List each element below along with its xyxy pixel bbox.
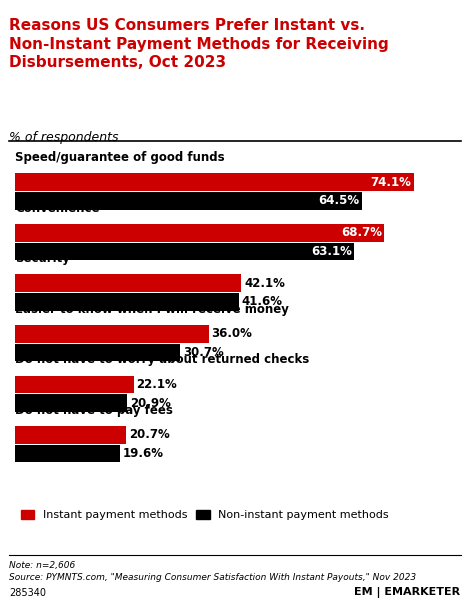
Text: 19.6%: 19.6% <box>123 447 164 460</box>
Bar <box>15 192 362 209</box>
Text: 41.6%: 41.6% <box>242 296 282 308</box>
Text: 30.7%: 30.7% <box>183 346 224 359</box>
Text: 64.5%: 64.5% <box>318 194 359 208</box>
Text: 74.1%: 74.1% <box>370 175 411 189</box>
Text: Speed/guarantee of good funds: Speed/guarantee of good funds <box>15 151 225 164</box>
Text: 63.1%: 63.1% <box>311 245 352 258</box>
Bar <box>15 344 180 361</box>
Bar <box>15 394 127 412</box>
Bar <box>15 174 414 191</box>
Text: Convenience: Convenience <box>15 202 100 215</box>
Legend: Instant payment methods, Non-instant payment methods: Instant payment methods, Non-instant pay… <box>21 509 389 520</box>
Text: 20.7%: 20.7% <box>129 429 170 441</box>
Bar <box>15 224 384 242</box>
Text: 20.9%: 20.9% <box>130 396 171 410</box>
Bar <box>15 293 239 311</box>
Bar <box>15 445 120 463</box>
Text: Do not have to pay fees: Do not have to pay fees <box>15 404 173 417</box>
Text: EM | EMARKETER: EM | EMARKETER <box>354 587 461 598</box>
Text: 285340: 285340 <box>9 588 47 598</box>
Bar <box>15 325 209 342</box>
Text: Reasons US Consumers Prefer Instant vs.
Non-Instant Payment Methods for Receivin: Reasons US Consumers Prefer Instant vs. … <box>9 18 389 70</box>
Bar <box>15 274 242 292</box>
Text: % of respondents: % of respondents <box>9 131 119 143</box>
Text: Easier to know when I will receive money: Easier to know when I will receive money <box>15 303 289 316</box>
Text: 36.0%: 36.0% <box>212 327 252 341</box>
Text: 42.1%: 42.1% <box>244 277 285 290</box>
Bar <box>15 376 134 393</box>
Text: Do not have to worry about returned checks: Do not have to worry about returned chec… <box>15 353 309 367</box>
Bar <box>15 243 354 260</box>
Text: 68.7%: 68.7% <box>341 226 382 239</box>
Text: 22.1%: 22.1% <box>137 378 177 391</box>
Text: Security: Security <box>15 253 70 265</box>
Text: Note: n=2,606
Source: PYMNTS.com, "Measuring Consumer Satisfaction With Instant : Note: n=2,606 Source: PYMNTS.com, "Measu… <box>9 561 416 582</box>
Bar <box>15 426 126 444</box>
